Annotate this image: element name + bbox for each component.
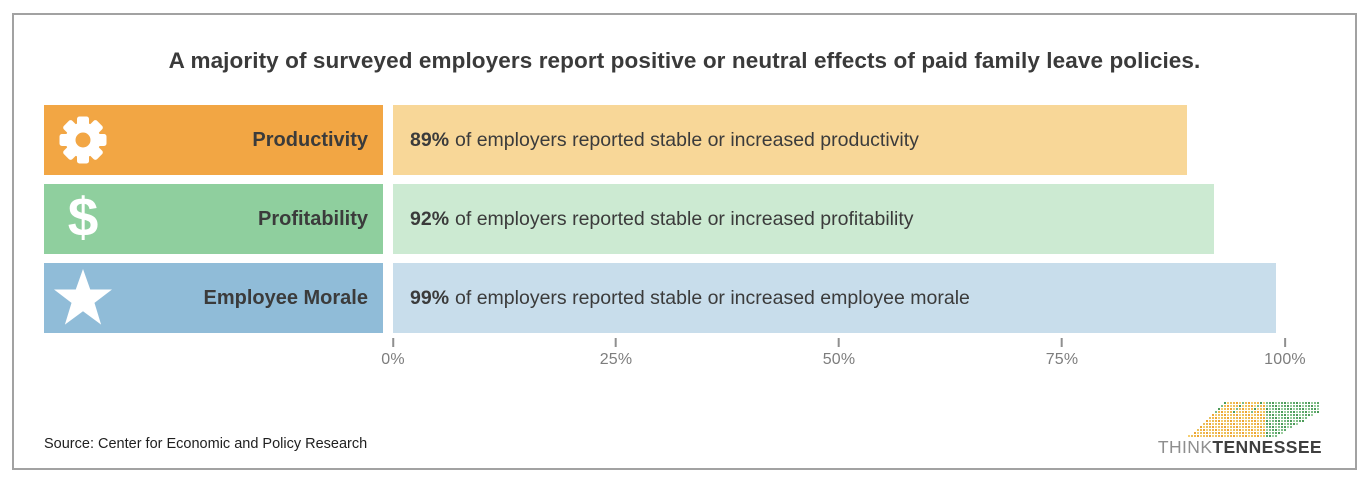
bar-employee-morale: 99% of employers reported stable or incr… [393,263,1277,333]
tick-mark [1061,338,1063,347]
tick-label: 0% [381,351,405,368]
bar-description: of employers reported stable or increase… [455,207,914,230]
bar-percent-value: 99% [410,286,450,309]
category-label-box-productivity: Productivity [44,105,383,175]
x-axis-tick-0: 0% [381,338,405,369]
bar-row-productivity: Productivity 89% of employers reported s… [44,105,1355,175]
x-axis-tick-25: 25% [600,338,633,369]
category-label-box-profitability: $ Profitability [44,184,383,254]
bar-percent-value: 89% [410,128,450,151]
bar-description: of employers reported stable or increase… [455,128,919,151]
bar-profitability: 92% of employers reported stable or incr… [393,184,1214,254]
tick-mark [615,338,617,347]
bar-row-employee-morale: Employee Morale 99% of employers reporte… [44,263,1355,333]
tennessee-dot-map-icon [1188,400,1320,437]
chart-frame: A majority of surveyed employers report … [12,13,1357,470]
tick-mark [838,338,840,347]
category-label: Profitability [257,207,368,230]
logo-wordmark: THINKTENNESSEE [1157,436,1322,457]
x-axis-tick-100: 100% [1264,338,1306,369]
bar-percent-value: 92% [410,207,450,230]
bar-description: of employers reported stable or increase… [455,286,970,309]
tick-label: 100% [1264,351,1306,368]
chart-title: A majority of surveyed employers report … [168,48,1201,73]
tick-mark [392,338,394,347]
bar-row-profitability: $ Profitability 92% of employers reporte… [44,184,1355,254]
star-icon [44,269,122,327]
tick-mark [1283,338,1286,347]
tick-label: 75% [1045,351,1079,368]
tick-label: 25% [599,351,633,368]
category-label: Productivity [252,128,368,151]
x-axis-tick-75: 75% [1046,338,1079,369]
bar-rows: Productivity 89% of employers reported s… [44,105,1355,333]
source-note: Source: Center for Economic and Policy R… [44,436,368,452]
x-axis-tick-50: 50% [823,338,856,369]
dollar-icon: $ [67,185,99,248]
x-axis: 0% 25% 50% 75% 100% [381,338,1306,372]
category-label-box-employee-morale: Employee Morale [44,263,383,333]
bar-area: 92% of employers reported stable or incr… [393,184,1285,254]
bar-area: 89% of employers reported stable or incr… [393,105,1285,175]
think-tennessee-logo: THINKTENNESSEE [1158,400,1322,457]
gear-icon [44,115,122,165]
bar-area: 99% of employers reported stable or incr… [393,263,1285,333]
category-label: Employee Morale [203,286,368,309]
logo-think-text: THINK [1157,436,1213,457]
bar-productivity: 89% of employers reported stable or incr… [393,105,1187,175]
logo-tennessee-text: TENNESSEE [1212,436,1322,457]
tick-label: 50% [822,351,856,368]
